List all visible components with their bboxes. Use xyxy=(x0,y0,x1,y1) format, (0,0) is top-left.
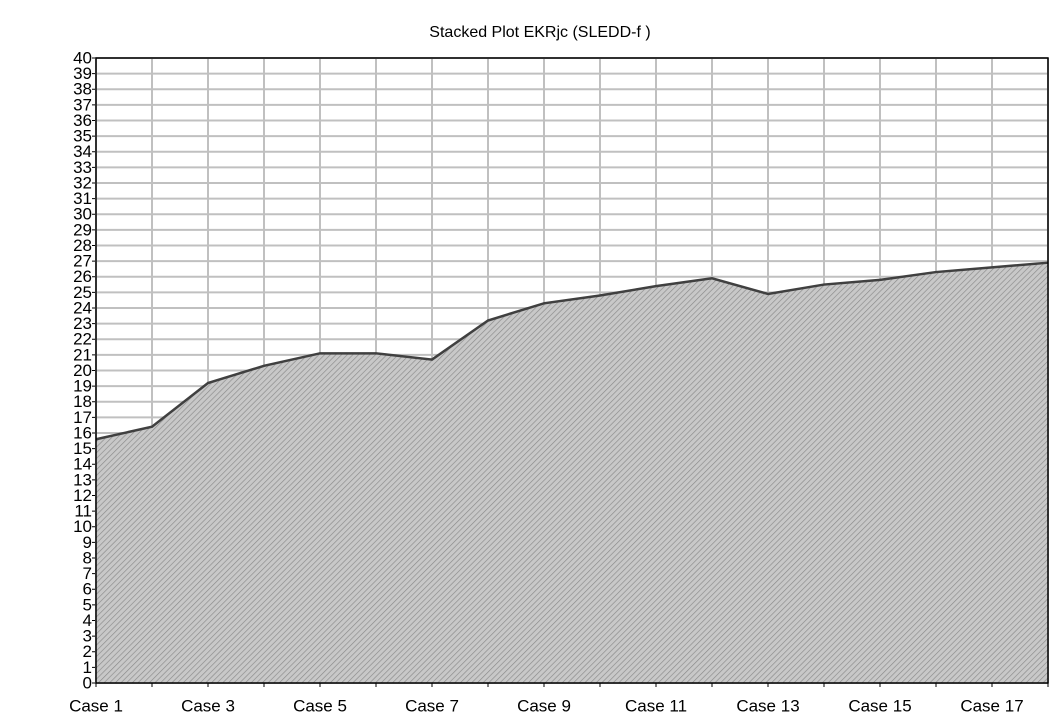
x-tick-label: Case 9 xyxy=(517,696,571,715)
x-tick-label: Case 1 xyxy=(69,696,123,715)
y-tick-label: 11 xyxy=(74,502,92,521)
y-tick-label: 21 xyxy=(73,345,92,364)
y-tick-label: 16 xyxy=(73,423,92,442)
y-tick-label: 27 xyxy=(73,252,92,271)
y-tick-label: 26 xyxy=(73,267,92,286)
y-tick-label: 34 xyxy=(73,142,92,161)
y-tick-label: 28 xyxy=(73,236,92,255)
y-tick-label: 35 xyxy=(73,127,92,146)
area-line xyxy=(95,261,1049,441)
y-tick-label: 17 xyxy=(73,408,92,427)
y-tick-label: 33 xyxy=(73,158,92,177)
x-tick-label: Case 7 xyxy=(405,696,459,715)
x-tick-label: Case 3 xyxy=(181,696,235,715)
x-tick-label: Case 5 xyxy=(293,696,347,715)
y-tick-label: 3 xyxy=(83,627,92,646)
x-tick-label: Case 13 xyxy=(736,696,799,715)
y-tick-label: 30 xyxy=(73,205,92,224)
y-tick-label: 9 xyxy=(83,533,92,552)
y-tick-label: 12 xyxy=(73,486,92,505)
y-tick-label: 20 xyxy=(73,361,92,380)
y-tick-label: 39 xyxy=(73,64,92,83)
y-tick-label: 4 xyxy=(83,611,92,630)
plot-frame xyxy=(95,57,1049,684)
y-tick-label: 8 xyxy=(83,548,92,567)
y-tick-label: 6 xyxy=(83,580,92,599)
chart-title: Stacked Plot EKRjc (SLEDD-f ) xyxy=(429,24,650,41)
y-tick-label: 24 xyxy=(73,298,92,317)
y-tick-label: 2 xyxy=(83,642,92,661)
y-tick-label: 14 xyxy=(73,455,92,474)
y-tick-label: 40 xyxy=(73,48,92,67)
x-tick-label: Case 15 xyxy=(848,696,911,715)
x-tick-label: Case 17 xyxy=(960,696,1023,715)
y-tick-label: 7 xyxy=(83,564,92,583)
y-tick-label: 5 xyxy=(83,595,92,614)
y-tick-label: 10 xyxy=(73,517,92,536)
area-fill xyxy=(96,262,1048,683)
y-tick-label: 36 xyxy=(73,111,92,130)
y-tick-label: 38 xyxy=(73,80,92,99)
y-tick-label: 29 xyxy=(73,220,92,239)
y-tick-label: 37 xyxy=(73,95,92,114)
y-tick-label: 0 xyxy=(83,673,92,692)
y-tick-label: 23 xyxy=(73,314,92,333)
y-tick-label: 31 xyxy=(73,189,92,208)
y-tick-label: 19 xyxy=(73,377,92,396)
y-tick-label: 15 xyxy=(73,439,92,458)
y-tick-label: 18 xyxy=(73,392,92,411)
y-tick-label: 1 xyxy=(83,658,92,677)
y-tick-label: 13 xyxy=(73,470,92,489)
y-tick-label: 32 xyxy=(73,173,92,192)
y-tick-label: 25 xyxy=(73,283,92,302)
y-tick-label: 22 xyxy=(73,330,92,349)
x-tick-label: Case 11 xyxy=(625,696,687,715)
